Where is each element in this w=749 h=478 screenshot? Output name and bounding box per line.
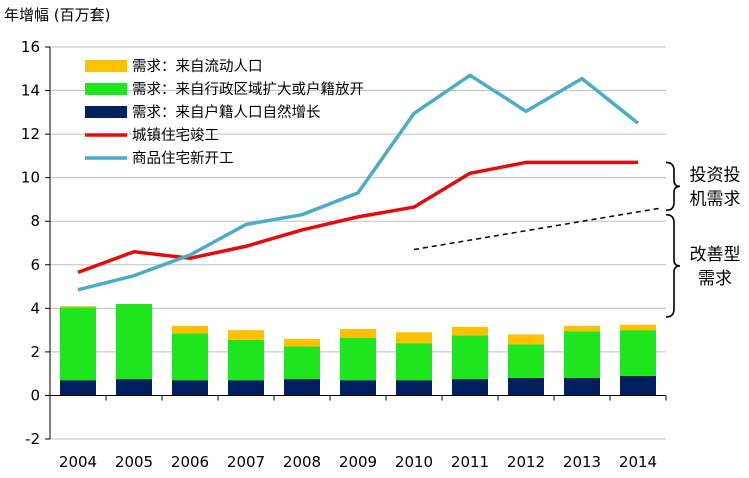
x-tick-label: 2013: [563, 453, 601, 471]
brace: [665, 161, 681, 212]
x-tick-label: 2005: [115, 453, 153, 471]
x-tick-label: 2014: [619, 453, 657, 471]
bar-segment: [60, 380, 96, 396]
x-tick-label: 2012: [507, 453, 545, 471]
bar-segment: [228, 339, 264, 381]
bar-segment: [284, 346, 320, 380]
bar-segment: [284, 379, 320, 396]
legend-label: 需求：来自户籍人口自然增长: [132, 104, 321, 121]
x-tick-label: 2007: [227, 453, 265, 471]
bar-segment: [340, 329, 376, 338]
unit-label: 年增幅 (百万套): [4, 6, 110, 24]
y-tick-label: 2: [30, 343, 40, 361]
y-tick-label: 4: [30, 299, 40, 317]
annotation-label: 投资投: [690, 165, 741, 185]
bar-segment: [452, 335, 488, 380]
legend-swatch: [85, 106, 127, 118]
y-tick-label: 14: [21, 82, 40, 100]
bar-segment: [60, 306, 96, 308]
bar-segment: [620, 375, 656, 396]
x-tick-label: 2010: [395, 453, 433, 471]
bar-segment: [172, 333, 208, 381]
legend-swatch: [85, 83, 127, 95]
bar-segment: [452, 379, 488, 396]
bar-segment: [116, 303, 152, 380]
y-tick-label: 10: [21, 169, 40, 187]
x-tick-label: 2008: [283, 453, 321, 471]
y-tick-label: 6: [30, 256, 40, 274]
legend-label: 商品住宅新开工: [132, 150, 234, 167]
y-axis: -2 0 2 4 6 8 10 12 14 16: [21, 38, 51, 448]
bar-segment: [620, 324, 656, 331]
bar-segment: [172, 325, 208, 334]
bar-segment: [452, 326, 488, 336]
y-tick-label: 0: [30, 386, 40, 404]
legend-swatch: [85, 60, 127, 72]
line-series: [77, 73, 640, 292]
bar-segment: [508, 344, 544, 379]
y-tick-label: 16: [21, 38, 40, 56]
annotation-label: 需求: [698, 269, 732, 289]
x-tick-label: 2009: [339, 453, 377, 471]
legend-label: 需求：来自流动人口: [132, 58, 263, 75]
annotation-label: 改善型: [690, 245, 741, 265]
bar-segment: [620, 330, 656, 376]
x-axis: 2004 2005 2006 2007 2008 2009 2010 2011 2012 2013…: [49, 394, 667, 471]
brace: [665, 213, 681, 318]
bar-segment: [172, 380, 208, 396]
bar-segment: [228, 380, 264, 396]
bar-segment: [396, 343, 432, 381]
y-tick-label: 8: [30, 212, 40, 230]
bar-segment: [284, 338, 320, 347]
legend: 需求：来自流动人口需求：来自行政区域扩大或户籍放开需求：来自户籍人口自然增长城镇…: [85, 58, 364, 167]
x-tick-label: 2011: [451, 453, 489, 471]
bar-segment: [60, 307, 96, 381]
bar-segment: [564, 331, 600, 379]
bar-segment: [396, 332, 432, 344]
bar-segment: [340, 337, 376, 381]
bar-segment: [508, 334, 544, 345]
bar-segment: [396, 380, 432, 396]
stacked-bars: [60, 303, 656, 396]
x-tick-label: 2006: [171, 453, 209, 471]
y-tick-label: 12: [21, 125, 40, 143]
bar-segment: [564, 378, 600, 396]
legend-label: 城镇住宅竣工: [132, 127, 219, 144]
y-tick-label: -2: [25, 430, 40, 448]
series-line: [77, 73, 640, 292]
bar-segment: [340, 380, 376, 396]
dashed-trend-line: [413, 207, 661, 251]
series-line: [77, 160, 638, 275]
legend-label: 需求：来自行政区域扩大或户籍放开: [132, 81, 364, 98]
bar-segment: [564, 325, 600, 332]
annotation-label: 机需求: [690, 189, 741, 209]
trend-line: [413, 207, 661, 251]
bar-segment: [508, 378, 544, 396]
bar-segment: [228, 330, 264, 340]
x-tick-label: 2004: [59, 453, 97, 471]
bar-segment: [116, 379, 152, 396]
